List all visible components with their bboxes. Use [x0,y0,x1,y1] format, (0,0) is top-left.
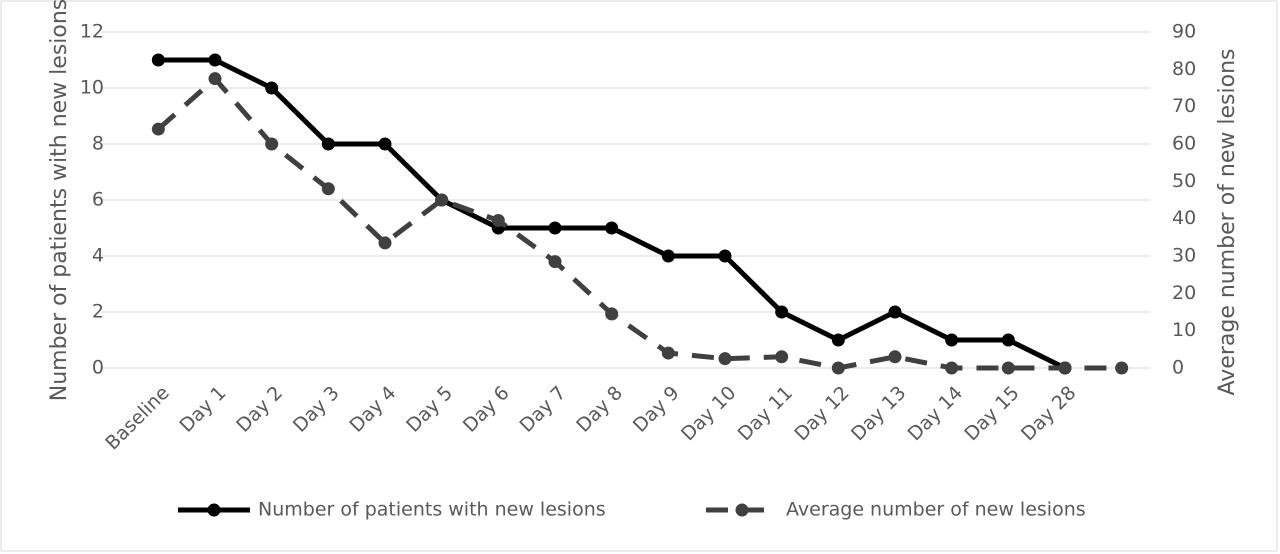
point [378,137,392,151]
y2-tick-label: 20 [1172,282,1196,304]
x-tick-label: Day 13 [847,382,910,445]
x-tick-label: Day 6 [459,382,514,437]
y-tick-label: 0 [92,357,104,379]
x-tick-label: Day 28 [1017,382,1080,445]
y-tick-label: 8 [92,133,104,155]
point [265,81,279,95]
point [718,352,732,366]
x-tick-label: Day 14 [904,382,967,445]
y-tick-label: 6 [92,189,104,211]
point [888,350,902,364]
point [151,53,165,67]
x-tick-label: Day 3 [289,382,344,437]
point [605,221,619,235]
y-axis-label: Number of patients with new lesions [47,0,72,401]
x-tick-label: Day 7 [516,382,571,437]
y2-tick-label: 30 [1172,245,1196,267]
y2-tick-label: 80 [1172,58,1196,80]
point [775,305,789,319]
point [1001,333,1015,347]
point [378,236,392,250]
y2-tick-label: 0 [1172,357,1184,379]
point [1058,361,1072,375]
x-tick-label: Day 9 [629,382,684,437]
point [435,193,449,207]
y-tick-label: 2 [92,301,104,323]
y2-tick-label: 50 [1172,170,1196,192]
point [945,361,959,375]
x-tick-label: Day 10 [677,382,740,445]
point [1001,361,1015,375]
point [661,346,675,360]
point [775,350,789,364]
point [151,122,165,136]
legend-marker [735,503,749,517]
legend-label: Number of patients with new lesions [258,499,606,521]
point [888,305,902,319]
point [208,72,222,86]
point [831,361,845,375]
y2-tick-label: 90 [1172,21,1196,43]
point [661,249,675,263]
point [265,137,279,151]
point [1115,361,1129,375]
x-tick-label: Day 2 [232,382,287,437]
point [548,255,562,269]
series-line [158,57,1067,371]
point [605,307,619,321]
y-tick-label: 4 [92,245,104,267]
y2-tick-label: 70 [1172,95,1196,117]
y2-tick-label: 10 [1172,319,1196,341]
point [491,214,505,228]
x-tick-label: Day 1 [176,382,231,437]
x-tick-label: Day 11 [734,382,797,445]
y2-tick-label: 60 [1172,133,1196,155]
x-tick-label: Day 15 [960,382,1023,445]
legend-marker [207,503,221,517]
x-tick-label: Day 5 [402,382,457,437]
series-line [156,76,1122,371]
point [718,249,732,263]
y2-tick-label: 40 [1172,207,1196,229]
y2-axis-label: Average number of new lesions [1215,49,1240,396]
legend-label: Average number of new lesions [786,499,1086,521]
y-tick-label: 10 [80,77,104,99]
point [548,221,562,235]
point [321,137,335,151]
x-tick-label: Baseline [101,382,174,455]
point [831,333,845,347]
x-tick-label: Day 8 [572,382,627,437]
x-tick-label: Day 4 [346,382,401,437]
point [208,53,222,67]
point [321,182,335,196]
x-tick-label: Day 12 [790,382,853,445]
y-tick-label: 12 [80,21,104,43]
point [945,333,959,347]
